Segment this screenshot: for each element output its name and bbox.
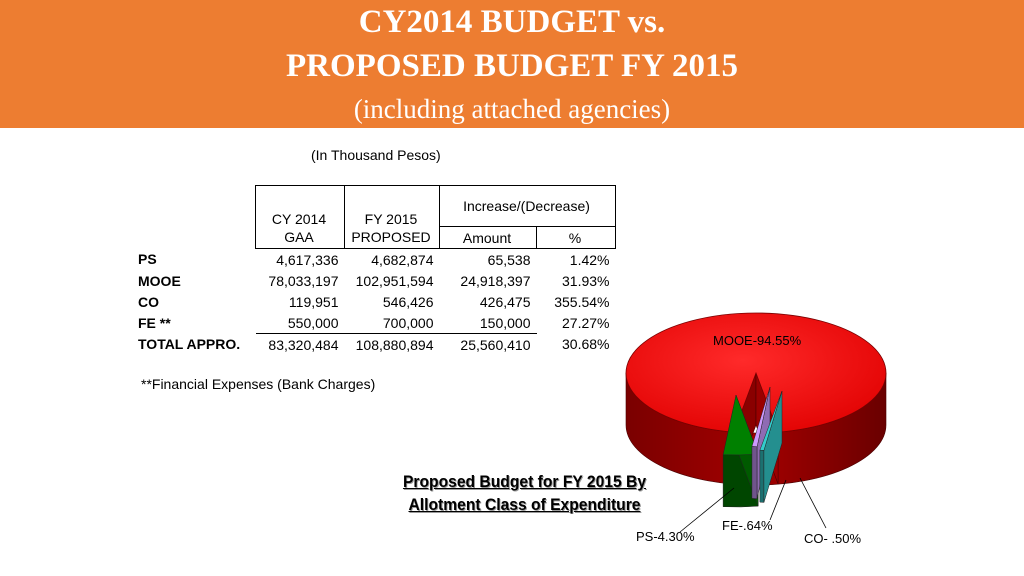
cell-percent: 355.54%: [554, 293, 610, 310]
header-change-group: Increase/(Decrease): [439, 185, 616, 227]
slice-label-ps: PS-4.30%: [636, 529, 695, 544]
header-percent: %: [536, 226, 616, 249]
table-row: MOOE 78,033,197 102,951,594 24,918,397 3…: [134, 270, 616, 291]
row-label: PS: [138, 251, 157, 268]
cell-cy2014: 119,951: [288, 293, 339, 310]
cell-cy2014: 83,320,484: [268, 336, 339, 353]
cell-fy2015: 700,000: [344, 312, 440, 334]
cell-percent: 31.93%: [562, 272, 610, 289]
slice-label-fe: FE-.64%: [722, 518, 773, 533]
leader-line-fe: [769, 479, 787, 521]
row-label: MOOE: [138, 272, 181, 289]
title-banner: CY2014 BUDGET vs. PROPOSED BUDGET FY 201…: [0, 0, 1024, 128]
title-line-1: CY2014 BUDGET vs.: [358, 4, 666, 40]
cell-amount: 426,475: [479, 293, 531, 310]
pie-slice-mooe: [625, 312, 887, 433]
header-fy2015-line1: FY 2015: [344, 185, 440, 227]
pie-slice-co: [759, 390, 783, 451]
leader-line-ps: [679, 487, 735, 533]
cell-amount: 25,560,410: [460, 336, 531, 353]
footnote: **Financial Expenses (Bank Charges): [141, 376, 376, 392]
chart-title: Proposed Budget for FY 2015 By Allotment…: [402, 472, 647, 514]
cell-amount: 65,538: [487, 251, 531, 268]
slice-label-mooe: MOOE-94.55%: [713, 333, 802, 348]
cell-fy2015: 4,682,874: [371, 251, 434, 268]
table-row: CO 119,951 546,426 426,475 355.54%: [134, 291, 616, 312]
pie-slice-co-side: [759, 449, 765, 503]
row-label: CO: [138, 293, 159, 310]
row-label: FE **: [138, 314, 171, 331]
header-amount: Amount: [439, 226, 537, 249]
pie-slice-fe-side: [751, 446, 758, 499]
cell-percent: 27.27%: [562, 314, 610, 331]
header-cy2014-line1: CY 2014: [255, 185, 345, 227]
header-cy2014-line2: GAA: [255, 226, 345, 249]
cell-fy2015: 546,426: [382, 293, 434, 310]
slice-label-co: CO- .50%: [804, 531, 862, 546]
units-note: (In Thousand Pesos): [311, 147, 441, 163]
title-line-2: PROPOSED BUDGET FY 2015: [286, 48, 738, 84]
table-row-total: TOTAL APPRO. 83,320,484 108,880,894 25,5…: [134, 334, 616, 356]
cell-amount: 150,000: [439, 312, 537, 334]
cell-percent: 30.68%: [562, 336, 610, 353]
table-row: PS 4,617,336 4,682,874 65,538 1.42%: [134, 249, 616, 271]
table-row: FE ** 550,000 700,000 150,000 27.27%: [134, 312, 616, 334]
header-fy2015-line2: PROPOSED: [344, 226, 440, 249]
cell-cy2014: 4,617,336: [276, 251, 339, 268]
leader-line-co: [799, 477, 827, 529]
pie-slice-fe: [751, 386, 771, 447]
row-label: TOTAL APPRO.: [138, 336, 241, 353]
budget-table: CY 2014 FY 2015 Increase/(Decrease) GAA …: [134, 185, 616, 355]
cell-cy2014: 78,033,197: [268, 272, 339, 289]
cell-percent: 1.42%: [569, 251, 610, 268]
cell-fy2015: 102,951,594: [355, 272, 434, 289]
cell-cy2014: 550,000: [255, 312, 345, 334]
cell-fy2015: 108,880,894: [355, 336, 434, 353]
subtitle: (including attached agencies): [353, 94, 671, 124]
cell-amount: 24,918,397: [460, 272, 531, 289]
